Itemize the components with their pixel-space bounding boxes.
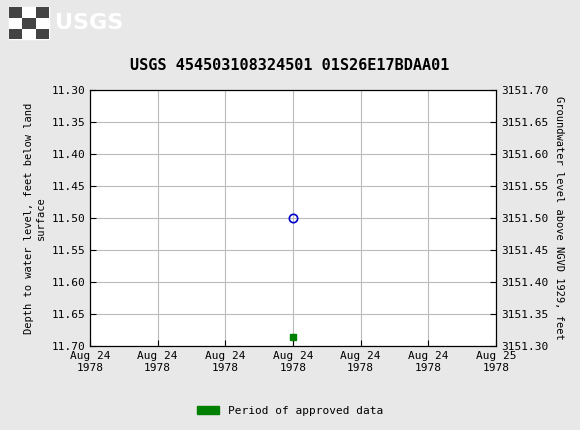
Y-axis label: Depth to water level, feet below land
surface: Depth to water level, feet below land su…	[24, 103, 46, 334]
Bar	[9, 7, 22, 18]
Bar	[36, 7, 49, 18]
Bar	[22, 18, 36, 29]
Y-axis label: Groundwater level above NGVD 1929, feet: Groundwater level above NGVD 1929, feet	[553, 96, 564, 340]
Text: USGS: USGS	[55, 13, 124, 33]
Text: USGS 454503108324501 01S26E17BDAA01: USGS 454503108324501 01S26E17BDAA01	[130, 58, 450, 73]
Bar	[36, 29, 49, 40]
Legend: Period of approved data: Period of approved data	[193, 401, 387, 420]
Bar	[9, 7, 49, 40]
Bar	[9, 29, 22, 40]
